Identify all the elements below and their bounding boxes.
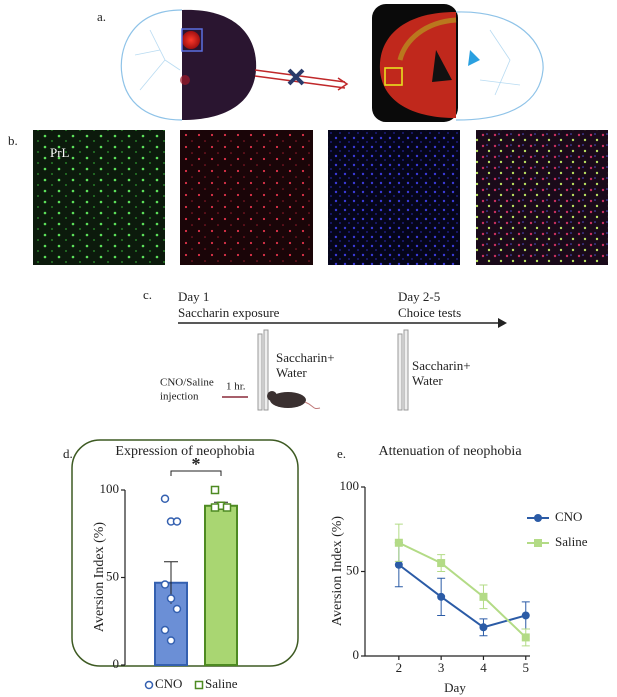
- data-point: [437, 592, 446, 601]
- panel-label: b.: [8, 133, 18, 148]
- bottle-label: Saccharin+: [276, 350, 335, 365]
- series-line: [398, 541, 527, 639]
- data-point: [222, 503, 232, 512]
- x-tick-label: CNO: [155, 676, 182, 691]
- y-tick-label: 50: [106, 568, 119, 583]
- data-point: [479, 623, 488, 632]
- legend-marker: [534, 539, 542, 547]
- bottle-label: Saccharin+: [412, 358, 471, 373]
- data-point: [160, 580, 170, 589]
- significance-bracket: [170, 470, 222, 476]
- panel-label: c.: [143, 287, 152, 302]
- series-line: [398, 563, 527, 629]
- y-axis-label: Aversion Index (%): [92, 522, 107, 632]
- panel-label: a.: [97, 9, 106, 24]
- y-axis-label: Aversion Index (%): [330, 516, 345, 626]
- data-point: [394, 560, 403, 569]
- data-point: [166, 594, 176, 603]
- timeline-label: Day 2-5: [398, 289, 440, 304]
- delay-label: 1 hr.: [226, 381, 246, 393]
- region-label: PrL: [50, 145, 70, 160]
- timeline: [178, 318, 507, 411]
- data-point: [521, 633, 530, 642]
- data-point: [210, 485, 220, 495]
- data-point: [210, 503, 220, 512]
- panel-label: d.: [63, 446, 73, 461]
- data-point: [479, 592, 488, 601]
- bottle-label: Water: [276, 365, 307, 380]
- atlas-left: [120, 9, 257, 121]
- x-tick-label: 4: [480, 660, 487, 675]
- x-axis-label: Day: [444, 680, 466, 695]
- timeline-label: Choice tests: [398, 305, 461, 320]
- projection-arrows: [254, 68, 349, 91]
- legend-marker: [534, 514, 542, 522]
- micrographs: [33, 130, 608, 265]
- axes: [364, 487, 530, 657]
- data-point: [172, 517, 182, 526]
- legend-marker: [194, 680, 204, 690]
- bar: [204, 504, 238, 666]
- y-tick-label: 0: [353, 647, 360, 662]
- data-point: [172, 604, 182, 614]
- data-point: [160, 625, 170, 635]
- data-point: [437, 559, 446, 568]
- legend-marker: [144, 680, 154, 690]
- y-tick-label: 100: [100, 481, 120, 496]
- data-point: [521, 611, 530, 620]
- chart-title: Attenuation of neophobia: [378, 444, 522, 459]
- x-tick-label: 3: [438, 660, 445, 675]
- x-tick-label: 5: [523, 660, 530, 675]
- data-point: [166, 636, 176, 645]
- data-point: [160, 494, 170, 503]
- annotation: *: [192, 454, 201, 474]
- legend-label: CNO: [555, 509, 582, 524]
- legend-label: Saline: [555, 534, 588, 549]
- y-tick-label: 0: [113, 656, 120, 671]
- timeline-label: Day 1: [178, 289, 209, 304]
- data-point: [394, 538, 403, 547]
- x-tick-label: 2: [396, 660, 403, 675]
- panel-label: e.: [337, 446, 346, 461]
- bottle-label: Water: [412, 373, 443, 388]
- y-tick-label: 50: [346, 562, 359, 577]
- y-tick-label: 100: [340, 478, 360, 493]
- atlas-right: [372, 4, 544, 122]
- chart-title: Expression of neophobia: [115, 444, 255, 459]
- timeline-label: Saccharin exposure: [178, 305, 280, 320]
- x-tick-label: Saline: [205, 676, 238, 691]
- injection-label: CNO/Saline: [160, 377, 214, 389]
- injection-label: injection: [160, 391, 199, 403]
